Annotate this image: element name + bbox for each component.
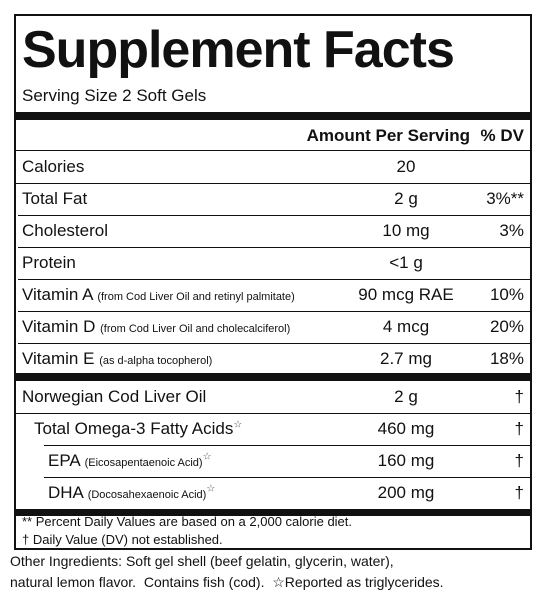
nutrient-name: Calories — [22, 157, 85, 176]
nutrient-name-cell: DHA (Docosahexaenoic Acid)☆ — [48, 483, 215, 503]
nutrient-name: Vitamin A — [22, 285, 93, 304]
amount: 2.7 mg — [380, 349, 432, 368]
daily-value: † — [514, 387, 524, 406]
nutrient-note: (Eicosapentaenoic Acid) — [84, 457, 203, 469]
daily-value: † — [514, 419, 524, 438]
nutrient-name-cell: Vitamin D (from Cod Liver Oil and cholec… — [22, 317, 290, 337]
rule — [44, 445, 530, 446]
nutrient-name: EPA — [48, 451, 80, 470]
daily-value: 20% — [489, 317, 524, 336]
daily-value: 3% — [499, 221, 524, 240]
amount: 4 mcg — [382, 317, 430, 336]
daily-value: † — [514, 451, 524, 470]
amount: 460 mg — [377, 419, 435, 438]
nutrient-row: Vitamin D (from Cod Liver Oil and cholec… — [16, 311, 530, 343]
rule — [16, 183, 530, 184]
ingredients: natural lemon flavor. Contains fish (cod… — [10, 574, 265, 590]
nutrient-name: Total Fat — [22, 189, 88, 208]
amount: <1 g — [389, 253, 423, 272]
column-header: % DV — [480, 126, 524, 145]
rule — [18, 215, 530, 216]
rule — [18, 247, 530, 248]
nutrient-name-cell: Protein — [22, 253, 76, 273]
nutrient-row: Vitamin E (as d-alpha tocopherol) 2.7 mg 1… — [16, 343, 530, 375]
rule — [18, 279, 530, 280]
amount: 200 mg — [377, 483, 435, 502]
footnote: ** Percent Daily Values are based on a 2… — [22, 514, 353, 529]
nutrient-name-cell: Calories — [22, 157, 84, 177]
amount: 20 — [396, 157, 416, 176]
nutrient-note: (from Cod Liver Oil and retinyl palmitat… — [97, 291, 295, 303]
ingredients: natural lemon flavor. Contains fish (cod… — [10, 574, 444, 591]
nutrient-row: Norwegian Cod Liver Oil 2 g † — [16, 381, 530, 413]
thick-rule — [16, 112, 530, 120]
nutrient-name-cell: Vitamin E (as d-alpha tocopherol) — [22, 349, 212, 369]
rule — [18, 343, 530, 344]
daily-value: 10% — [489, 285, 524, 304]
daily-value: 3%** — [486, 189, 524, 208]
nutrient-name: Norwegian Cod Liver Oil — [22, 387, 207, 406]
nutrient-name: Vitamin E — [22, 349, 95, 368]
daily-value: † — [514, 483, 524, 502]
nutrient-name: Cholesterol — [22, 221, 108, 240]
nutrient-note: (Docosahexaenoic Acid) — [87, 489, 207, 501]
nutrient-row: Vitamin A (from Cod Liver Oil and retiny… — [16, 279, 530, 311]
thick-rule — [16, 509, 530, 516]
title: Supplement Facts — [22, 21, 455, 79]
nutrient-name: Total Omega-3 Fatty Acids — [34, 419, 234, 438]
star-mark: ☆ — [202, 451, 212, 463]
nutrient-row: Calories 20 — [16, 151, 530, 183]
supplement-facts-panel: Supplement Facts Serving Size 2 Soft Gel… — [14, 14, 532, 550]
footnote: † Daily Value (DV) not established. — [22, 532, 223, 547]
nutrient-name: DHA — [48, 483, 83, 502]
nutrient-name-cell: Total Omega-3 Fatty Acids☆ — [34, 419, 242, 439]
serving-size: Serving Size 2 Soft Gels — [22, 86, 207, 105]
nutrient-row: Total Omega-3 Fatty Acids☆ 460 mg † — [16, 413, 530, 445]
nutrient-row: Total Fat 2 g 3%** — [16, 183, 530, 215]
nutrient-row: Cholesterol 10 mg 3% — [16, 215, 530, 247]
nutrient-note: (as d-alpha tocopherol) — [99, 355, 213, 367]
triglyceride-note: ☆Reported as triglycerides. — [272, 574, 444, 590]
daily-value: 18% — [489, 349, 524, 368]
amount: 2 g — [394, 189, 418, 208]
star-mark: ☆ — [233, 419, 243, 431]
nutrient-row: EPA (Eicosapentaenoic Acid)☆ 160 mg † — [16, 445, 530, 477]
rule — [44, 477, 530, 478]
nutrient-name-cell: EPA (Eicosapentaenoic Acid)☆ — [48, 451, 212, 471]
rule — [16, 150, 530, 151]
nutrient-name: Vitamin D — [22, 317, 96, 336]
nutrient-name-cell: Cholesterol — [22, 221, 108, 241]
rule — [16, 413, 530, 414]
thick-rule — [16, 373, 530, 381]
nutrient-name-cell: Total Fat — [22, 189, 87, 209]
nutrient-note: (from Cod Liver Oil and cholecalciferol) — [100, 323, 291, 335]
nutrient-name: Protein — [22, 253, 76, 272]
nutrient-name-cell: Vitamin A (from Cod Liver Oil and retiny… — [22, 285, 295, 305]
amount: 90 mcg RAE — [358, 285, 454, 304]
amount: 10 mg — [382, 221, 430, 240]
column-header: Amount Per Serving — [306, 126, 470, 145]
rule — [18, 311, 530, 312]
nutrient-row: DHA (Docosahexaenoic Acid)☆ 200 mg † — [16, 477, 530, 509]
amount: 160 mg — [377, 451, 435, 470]
star-mark: ☆ — [206, 483, 216, 495]
amount: 2 g — [394, 387, 418, 406]
nutrient-name-cell: Norwegian Cod Liver Oil — [22, 387, 206, 407]
ingredients: Other Ingredients: Soft gel shell (beef … — [10, 553, 394, 569]
nutrient-row: Protein <1 g — [16, 247, 530, 279]
